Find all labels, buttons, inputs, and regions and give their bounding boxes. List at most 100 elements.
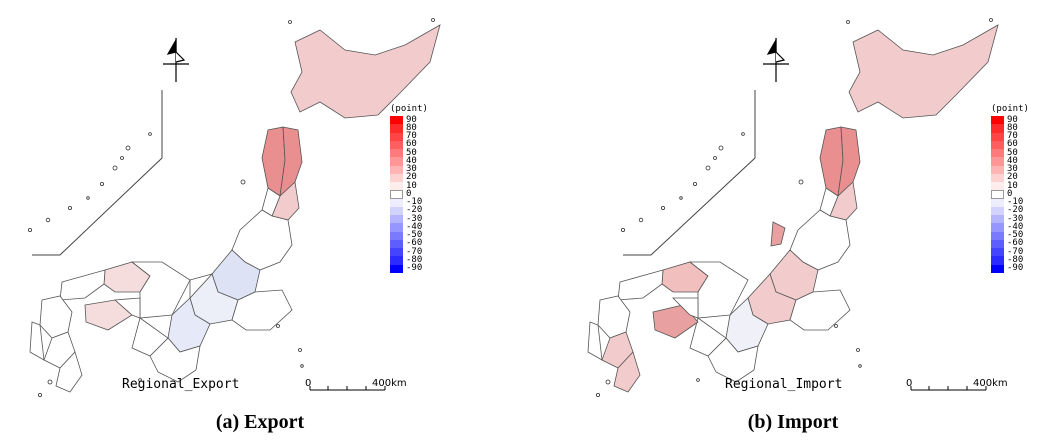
legend-swatch [390, 173, 403, 182]
legend-swatch [991, 223, 1004, 232]
legend-swatch [991, 132, 1004, 141]
color-legend: (point) 90 80 70 60 50 40 30 20 10 0 -10 -20 -30 -40-… [984, 104, 1044, 374]
legend-label: 70 [406, 131, 417, 141]
japan-map [587, 18, 999, 397]
inset-divider-line [32, 90, 163, 256]
honshu-central [131, 209, 293, 383]
scale-bar-end: 400km [372, 378, 407, 389]
scale-bar [910, 386, 987, 391]
legend-swatch [390, 140, 403, 149]
legend-swatch [390, 132, 403, 141]
japan-map [27, 18, 441, 397]
legend-swatch [390, 165, 403, 174]
legend-swatch [390, 157, 403, 166]
legend-label: -60 [1007, 238, 1024, 249]
tohoku [261, 126, 303, 221]
legend-label: 40 [406, 155, 417, 166]
legend-unit: (point) [390, 104, 428, 114]
legend-swatch [390, 198, 403, 207]
legend-label: 80 [1007, 122, 1018, 133]
legend-label: 90 [406, 114, 417, 125]
okinawa-islands [27, 132, 152, 232]
legend-unit: (point) [991, 104, 1029, 114]
legend-swatch [991, 182, 1004, 191]
legend-swatch [991, 165, 1004, 174]
scale-bar-start: 0 [305, 378, 312, 389]
scale-bar-start: 0 [906, 378, 913, 389]
legend-swatch [390, 256, 403, 265]
legend-label: -70 [406, 246, 423, 257]
legend-swatch [390, 149, 403, 158]
legend-swatch [390, 239, 403, 248]
legend-label: 50 [406, 147, 417, 158]
legend-label: 90 [1007, 114, 1018, 125]
legend-label: -60 [406, 238, 423, 249]
legend-swatch [390, 248, 403, 257]
legend-swatch [991, 140, 1004, 149]
legend-label: -90 [406, 263, 423, 273]
figure-caption: (b) Import [747, 411, 839, 433]
color-legend: (point) 90 80 70 60 50 40 30 20 10 0 -10 -20 -30 -40-… [383, 104, 443, 374]
island-dots [38, 18, 435, 397]
legend-swatch [991, 215, 1004, 224]
inset-divider-line [623, 90, 756, 256]
island-dots [596, 18, 993, 397]
legend-label: 30 [406, 164, 417, 174]
legend-swatch [390, 182, 403, 191]
legend-label: 0 [1007, 188, 1013, 199]
legend-swatch [991, 124, 1004, 133]
legend-swatch [991, 248, 1004, 257]
honshu-central [689, 209, 851, 383]
legend-label: 10 [1007, 180, 1018, 191]
map-panel-export: (point) 90 80 70 60 50 40 30 20 10 0 -10 -20 -30 -40-… [0, 0, 520, 441]
legend-swatch [390, 215, 403, 224]
okinawa-islands [621, 132, 745, 232]
hokkaido [290, 24, 441, 119]
scale-bar [309, 386, 386, 391]
legend-label: -20 [1007, 205, 1024, 216]
scale-bar-end: 400km [973, 378, 1008, 389]
legend-swatch [991, 256, 1004, 265]
legend-label: -20 [406, 205, 423, 216]
legend-label: -80 [406, 254, 423, 265]
legend-swatch [991, 149, 1004, 158]
legend-swatch [991, 157, 1004, 166]
kyushu [587, 295, 641, 393]
legend-label: 60 [1007, 139, 1018, 150]
legend-swatch [991, 198, 1004, 207]
legend-label: -90 [1007, 263, 1024, 273]
legend-label: -40 [1007, 221, 1024, 232]
legend-label: -50 [1007, 230, 1024, 240]
legend-swatch [991, 239, 1004, 248]
legend-swatch [991, 190, 1004, 199]
legend-label: 30 [1007, 164, 1018, 174]
legend-label: -30 [406, 213, 423, 224]
legend-label: 20 [406, 172, 417, 183]
legend-swatch [390, 116, 403, 125]
legend-label: 70 [1007, 131, 1018, 141]
legend-label: 60 [406, 139, 417, 150]
chugoku-shikoku [59, 261, 191, 331]
map-title: Regional_Import [725, 377, 843, 392]
legend-label: 0 [406, 188, 412, 199]
figure-caption: (a) Export [215, 411, 305, 433]
legend-label: 50 [1007, 147, 1018, 158]
legend-swatch [390, 124, 403, 133]
legend-label: -30 [1007, 213, 1024, 224]
north-arrow-icon [763, 37, 789, 82]
legend-label: -70 [1007, 246, 1024, 257]
legend-swatch [390, 231, 403, 240]
legend-label: 10 [406, 180, 417, 191]
legend-label: -10 [1007, 197, 1024, 207]
legend-swatch [390, 190, 403, 199]
hokkaido [848, 24, 999, 119]
legend-swatch [991, 173, 1004, 182]
legend-label: 40 [1007, 155, 1018, 166]
chugoku-shikoku [617, 261, 749, 339]
map-title: Regional_Export [122, 377, 240, 392]
legend-swatch [390, 206, 403, 215]
kyushu [29, 295, 83, 393]
legend-swatch [991, 116, 1004, 125]
legend-label: 20 [1007, 172, 1018, 183]
legend-label: -40 [406, 221, 423, 232]
